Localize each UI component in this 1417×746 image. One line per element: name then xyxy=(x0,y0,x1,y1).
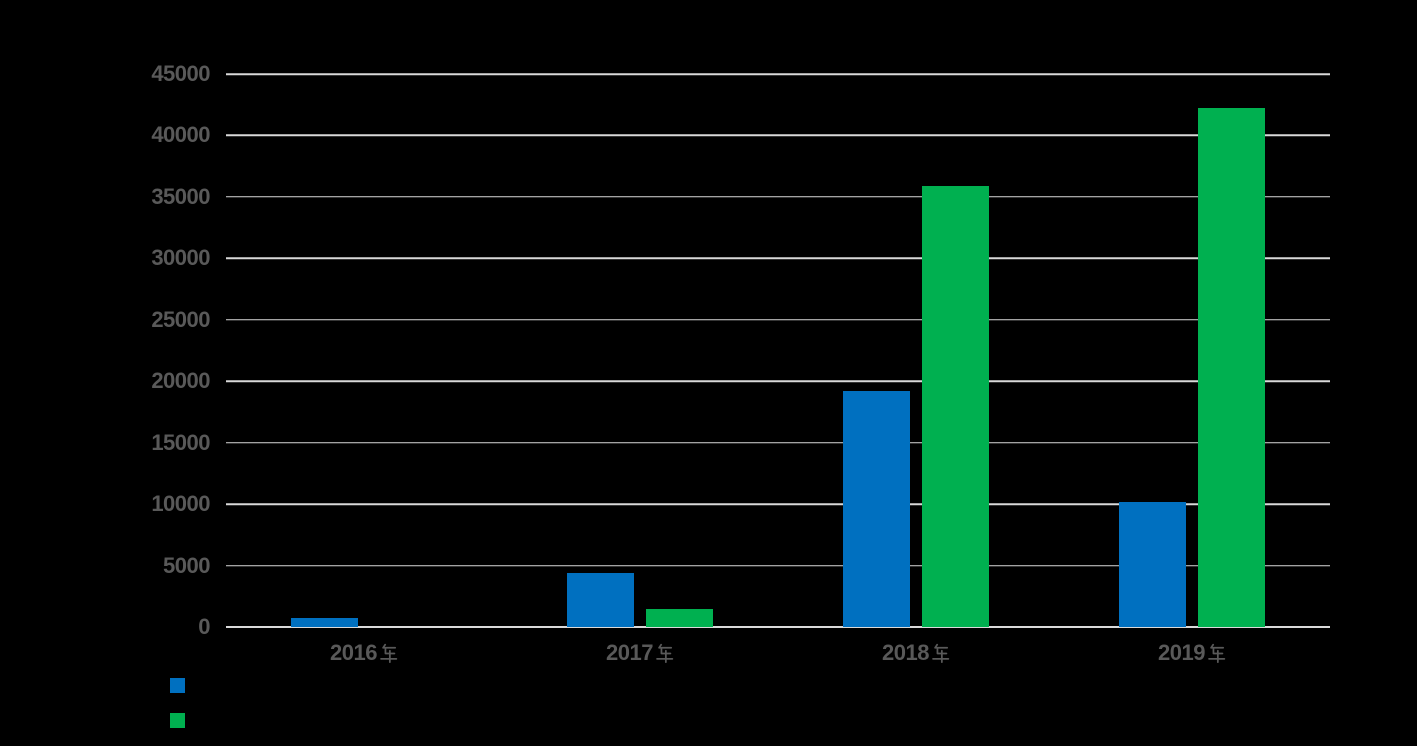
gridline xyxy=(226,134,1330,137)
x-tick-year-text: 2018 xyxy=(882,640,929,665)
nen-kanji-icon xyxy=(656,643,674,663)
bar-series-blue-2019 xyxy=(1119,501,1186,627)
gridline xyxy=(226,380,1330,382)
x-tick-label: 2018 xyxy=(882,642,950,664)
bar-series-green-2018 xyxy=(922,185,989,627)
y-tick-label: 20000 xyxy=(151,368,210,394)
bar-series-blue-2018 xyxy=(843,391,910,627)
bar-series-blue-2016 xyxy=(291,618,358,627)
gridline xyxy=(226,503,1330,505)
y-tick-label: 35000 xyxy=(151,183,210,209)
legend-swatch-green xyxy=(170,713,185,728)
y-tick-label: 25000 xyxy=(151,306,210,332)
legend-swatch-blue xyxy=(170,678,185,693)
x-tick-label: 2016 xyxy=(330,642,398,664)
y-tick-label: 10000 xyxy=(151,491,210,517)
gridline xyxy=(226,257,1330,260)
nen-kanji-icon xyxy=(380,643,398,663)
nen-kanji-icon xyxy=(1208,643,1226,663)
x-tick-year-text: 2019 xyxy=(1158,640,1205,665)
y-tick-label: 40000 xyxy=(151,122,210,148)
legend-item-blue xyxy=(170,678,185,693)
nen-kanji-icon xyxy=(932,643,950,663)
y-tick-label: 15000 xyxy=(151,429,210,455)
legend-item-green xyxy=(170,713,185,728)
x-tick-label: 2019 xyxy=(1158,642,1226,664)
x-axis-line xyxy=(226,626,1330,628)
x-tick-year-text: 2016 xyxy=(330,640,377,665)
y-tick-label: 45000 xyxy=(151,61,210,86)
bar-series-blue-2017 xyxy=(567,572,634,627)
x-tick-label: 2017 xyxy=(606,642,674,664)
gridline xyxy=(226,441,1330,444)
bar-series-green-2019 xyxy=(1198,108,1265,627)
gridline xyxy=(226,196,1330,198)
gridline xyxy=(226,319,1330,321)
y-tick-label: 5000 xyxy=(163,552,210,578)
gridline xyxy=(226,564,1330,567)
gridline xyxy=(226,73,1330,75)
x-tick-year-text: 2017 xyxy=(606,640,653,665)
y-tick-label: 30000 xyxy=(151,245,210,271)
bar-series-green-2017 xyxy=(646,609,713,627)
y-tick-label: 0 xyxy=(198,614,210,639)
